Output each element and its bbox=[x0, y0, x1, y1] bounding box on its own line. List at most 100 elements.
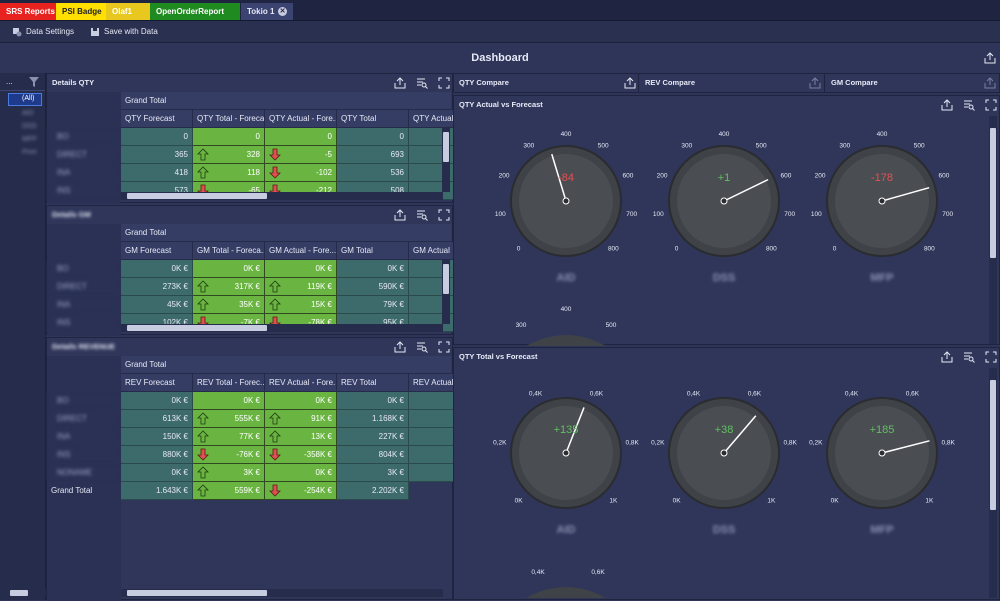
export-icon[interactable] bbox=[624, 77, 636, 89]
gauges-total-vs-forecast: 0K 0,2K 0,4K 0,6K 0,8K 1K +135 AID 0K 0,2K 0,4K 0,6… bbox=[493, 390, 956, 598]
tab-openorderreport[interactable]: OpenOrderReport bbox=[150, 3, 240, 20]
export-icon[interactable] bbox=[984, 52, 996, 64]
maximize-icon[interactable] bbox=[438, 341, 450, 353]
row-label[interactable]: NONAME bbox=[47, 464, 121, 482]
tab-qty-compare[interactable]: QTY Compare bbox=[454, 74, 639, 92]
table-cell: 79K € bbox=[337, 296, 409, 314]
filter-item[interactable]: Print bbox=[22, 149, 37, 156]
tab-rev-compare[interactable]: REV Compare bbox=[640, 74, 825, 92]
gauge-tick-label: 500 bbox=[756, 142, 767, 149]
export-icon[interactable] bbox=[941, 351, 953, 363]
row-label[interactable]: DIRECT bbox=[47, 278, 121, 296]
arrow-up-icon bbox=[269, 430, 281, 443]
tab-tokio-1[interactable]: Tokio 1 ✕ bbox=[241, 3, 293, 20]
column-header[interactable]: REV Total - Forec... bbox=[193, 374, 265, 392]
horizontal-scrollbar[interactable] bbox=[121, 324, 443, 332]
table-cell: 328 bbox=[193, 146, 265, 164]
export-icon[interactable] bbox=[394, 209, 406, 221]
column-header[interactable]: QTY Total - Foreca... bbox=[193, 110, 265, 128]
drill-icon[interactable] bbox=[963, 99, 975, 111]
gauge-tick-label: 0 bbox=[833, 245, 837, 252]
export-icon[interactable] bbox=[394, 77, 406, 89]
row-label[interactable]: INS bbox=[47, 446, 121, 464]
filter-item[interactable]: DSS bbox=[22, 123, 37, 130]
column-header[interactable]: GM Total - Foreca... bbox=[193, 242, 265, 260]
drill-icon[interactable] bbox=[963, 351, 975, 363]
column-header[interactable]: REV Total bbox=[337, 374, 409, 392]
column-header[interactable]: GM Forecast bbox=[121, 242, 193, 260]
gauge-panel-qty-actual: QTY Actual vs Forecast 0 100 200 300 400 500 6… bbox=[453, 95, 1000, 346]
table-cell: 0K € bbox=[337, 392, 409, 410]
gauge-scrollbar[interactable] bbox=[989, 368, 997, 598]
column-header[interactable]: QTY Forecast bbox=[121, 110, 193, 128]
gauge-mfp: 0 100 200 300 400 500 600 700 800 -178 MFP bbox=[811, 131, 954, 284]
row-label[interactable]: INA bbox=[47, 296, 121, 314]
column-header[interactable]: GM Actual - Fore... bbox=[265, 242, 337, 260]
filter-item[interactable]: AID bbox=[22, 110, 34, 117]
tab-srs-reports[interactable]: SRS Reports bbox=[0, 3, 56, 20]
tab-label: QTY Compare bbox=[459, 78, 509, 87]
gauge-partial: 300 400 500 bbox=[516, 306, 617, 346]
filter-item-all[interactable]: (All) bbox=[0, 93, 45, 107]
gauge-tick-label: 200 bbox=[499, 172, 510, 179]
row-label[interactable]: INS bbox=[47, 182, 121, 200]
gauge-tick-label: 700 bbox=[942, 211, 953, 218]
tab-psi-badge[interactable]: PSI Badge bbox=[56, 3, 106, 20]
row-label[interactable]: INA bbox=[47, 428, 121, 446]
tab-olaf1[interactable]: Olaf1 bbox=[106, 3, 150, 20]
table-cell: 15K € bbox=[265, 296, 337, 314]
column-header[interactable]: REV Forecast bbox=[121, 374, 193, 392]
row-label[interactable]: INS bbox=[47, 314, 121, 332]
row-label[interactable]: INA bbox=[47, 164, 121, 182]
row-label[interactable]: DIRECT bbox=[47, 410, 121, 428]
filter-scrollbar[interactable] bbox=[0, 589, 46, 597]
maximize-icon[interactable] bbox=[438, 209, 450, 221]
column-header[interactable]: GM Actual bbox=[409, 242, 454, 260]
maximize-icon[interactable] bbox=[985, 351, 997, 363]
arrow-down-icon bbox=[197, 448, 209, 461]
column-header[interactable]: QTY Total bbox=[337, 110, 409, 128]
table-cell: 0 bbox=[121, 128, 193, 146]
filter-ellipsis[interactable]: ... bbox=[6, 77, 13, 86]
data-settings-label: Data Settings bbox=[26, 27, 75, 36]
row-label[interactable]: BO bbox=[47, 392, 121, 410]
vertical-scrollbar[interactable] bbox=[442, 260, 450, 324]
gauge-name: MFP bbox=[870, 272, 893, 284]
gauge-value: +1 bbox=[718, 172, 731, 184]
horizontal-scrollbar[interactable] bbox=[121, 589, 443, 597]
export-icon[interactable] bbox=[394, 341, 406, 353]
table-cell: -76K € bbox=[193, 446, 265, 464]
vertical-scrollbar[interactable] bbox=[442, 128, 450, 192]
drill-icon[interactable] bbox=[416, 341, 428, 353]
tab-gm-compare[interactable]: GM Compare bbox=[826, 74, 1000, 92]
drill-icon[interactable] bbox=[416, 209, 428, 221]
close-tab-icon[interactable]: ✕ bbox=[278, 7, 287, 16]
row-label[interactable]: BO bbox=[47, 128, 121, 146]
gauge-tick-label: 0K bbox=[515, 497, 524, 504]
gauge-needle bbox=[723, 178, 769, 202]
gauge-scrollbar[interactable] bbox=[989, 116, 997, 344]
table-cell: 536 bbox=[337, 164, 409, 182]
data-settings-button[interactable]: Data Settings bbox=[12, 25, 74, 39]
column-header[interactable]: REV Actual bbox=[409, 374, 454, 392]
gauge-tick-label: 600 bbox=[938, 172, 949, 179]
tab-label: REV Compare bbox=[645, 78, 696, 87]
row-label[interactable]: DIRECT bbox=[47, 146, 121, 164]
export-icon[interactable] bbox=[941, 99, 953, 111]
row-label[interactable]: BO bbox=[47, 260, 121, 278]
export-icon[interactable] bbox=[984, 77, 996, 89]
filter-icon[interactable] bbox=[28, 76, 40, 88]
tab-label: GM Compare bbox=[831, 78, 878, 87]
horizontal-scrollbar[interactable] bbox=[121, 192, 443, 200]
export-icon[interactable] bbox=[809, 77, 821, 89]
column-header[interactable]: GM Total bbox=[337, 242, 409, 260]
column-header[interactable]: QTY Actual - Fore... bbox=[265, 110, 337, 128]
column-header[interactable]: REV Actual - Fore... bbox=[265, 374, 337, 392]
maximize-icon[interactable] bbox=[438, 77, 450, 89]
drill-icon[interactable] bbox=[416, 77, 428, 89]
filter-item[interactable]: MFP bbox=[22, 136, 37, 143]
maximize-icon[interactable] bbox=[985, 99, 997, 111]
save-with-data-button[interactable]: Save with Data bbox=[90, 25, 158, 39]
column-header[interactable]: QTY Actual bbox=[409, 110, 454, 128]
tab-label: PSI Badge bbox=[62, 7, 102, 16]
